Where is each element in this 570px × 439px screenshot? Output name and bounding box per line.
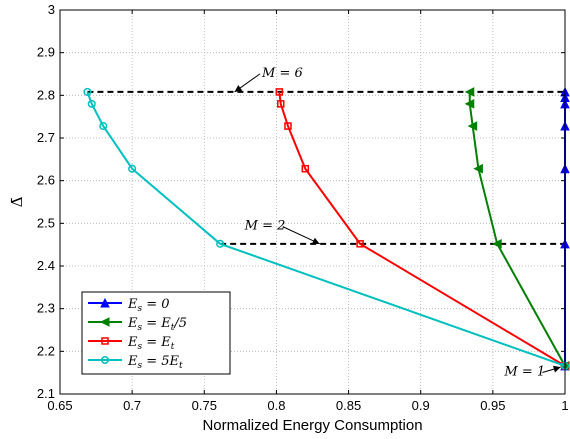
y-tick-label: 2.6 xyxy=(37,173,55,188)
legend-entry-label: Es = 0 xyxy=(127,297,170,314)
legend-subscript: s xyxy=(138,323,143,333)
x-tick-label: 0.8 xyxy=(267,398,285,413)
reference-lines xyxy=(87,90,565,245)
legend-subscript: t xyxy=(171,323,175,333)
y-tick-label: 2.3 xyxy=(37,301,55,316)
data-point xyxy=(301,164,310,173)
legend-text-part: = 0 xyxy=(142,297,169,312)
legend-marker xyxy=(100,355,110,365)
legend-text-part: = E xyxy=(142,335,171,350)
legend-text-part: = E xyxy=(142,316,171,331)
x-tick-label: 1 xyxy=(561,398,568,413)
legend-text-part: = 5E xyxy=(142,354,179,369)
legend-entry-label: Es = Et/5 xyxy=(127,316,187,333)
y-tick-label: 2.1 xyxy=(37,386,55,401)
data-point xyxy=(275,88,284,96)
series-line xyxy=(278,91,566,367)
data-point xyxy=(473,163,483,174)
series-4 xyxy=(83,87,570,370)
data-point xyxy=(83,87,92,96)
x-tick-label: 0.75 xyxy=(192,398,217,413)
y-tick-label: 2.5 xyxy=(37,215,55,230)
legend-entry-label: Es = Et xyxy=(127,335,175,352)
legend-subscript: s xyxy=(138,342,143,352)
data-point xyxy=(464,87,475,97)
data-point xyxy=(99,122,108,131)
series-line xyxy=(468,91,566,367)
series-3 xyxy=(275,88,569,370)
legend-subscript: s xyxy=(138,361,143,371)
series-line xyxy=(86,91,566,367)
y-tick-label: 3 xyxy=(48,2,55,17)
data-point xyxy=(284,122,292,130)
legend-text-part: E xyxy=(127,335,138,350)
annotation-arrowhead xyxy=(311,237,320,245)
legend-text-part: E xyxy=(127,297,138,312)
data-point xyxy=(467,121,478,131)
y-tick-label: 2.4 xyxy=(37,258,55,273)
y-tick-label: 2.9 xyxy=(37,45,55,60)
legend-marker xyxy=(101,337,109,345)
legend-subscript: s xyxy=(138,304,143,314)
legend-text-part: E xyxy=(127,316,138,331)
data-point xyxy=(492,239,502,249)
legend-entry-label: Es = 5Et xyxy=(127,354,183,371)
x-axis-label: Normalized Energy Consumption xyxy=(202,417,422,434)
data-point xyxy=(87,99,96,108)
series-2 xyxy=(464,87,570,371)
annotations: M = 6 M = 2 M = 1 xyxy=(234,66,561,380)
data-point xyxy=(277,100,285,108)
y-tick-label: 2.2 xyxy=(37,343,55,358)
axis-ticks: 0.65 0.7 0.75 0.8 0.85 0.9 0.95 1 2.1 2.2 2.3 2.4 2.… xyxy=(37,2,569,413)
y-axis-label: Δ̄ xyxy=(8,196,26,207)
plot-frame xyxy=(59,9,566,395)
x-tick-label: 0.7 xyxy=(123,398,141,413)
x-tick-label: 0.95 xyxy=(480,398,505,413)
legend-text-part: /5 xyxy=(172,316,187,331)
x-tick-label: 0.65 xyxy=(47,398,72,413)
annotation-label: M = 1 xyxy=(503,365,545,380)
data-point xyxy=(216,239,225,248)
annotation-arrowhead xyxy=(234,85,243,92)
annotation-label: M = 2 xyxy=(244,219,286,234)
x-tick-label: 0.9 xyxy=(412,398,430,413)
annotation-label: M = 6 xyxy=(261,66,303,81)
data-point xyxy=(128,164,137,173)
data-point xyxy=(464,99,475,109)
legend-marker xyxy=(99,317,110,327)
legend-marker xyxy=(100,297,110,308)
y-tick-label: 2.8 xyxy=(37,87,55,102)
legend-subscript: t xyxy=(179,361,183,371)
legend-text-part: E xyxy=(127,354,138,369)
legend-subscript: t xyxy=(171,342,175,352)
annotation-arrowhead xyxy=(552,365,561,373)
x-tick-label: 0.85 xyxy=(336,398,361,413)
data-point xyxy=(356,240,364,248)
y-tick-label: 2.7 xyxy=(37,130,55,145)
